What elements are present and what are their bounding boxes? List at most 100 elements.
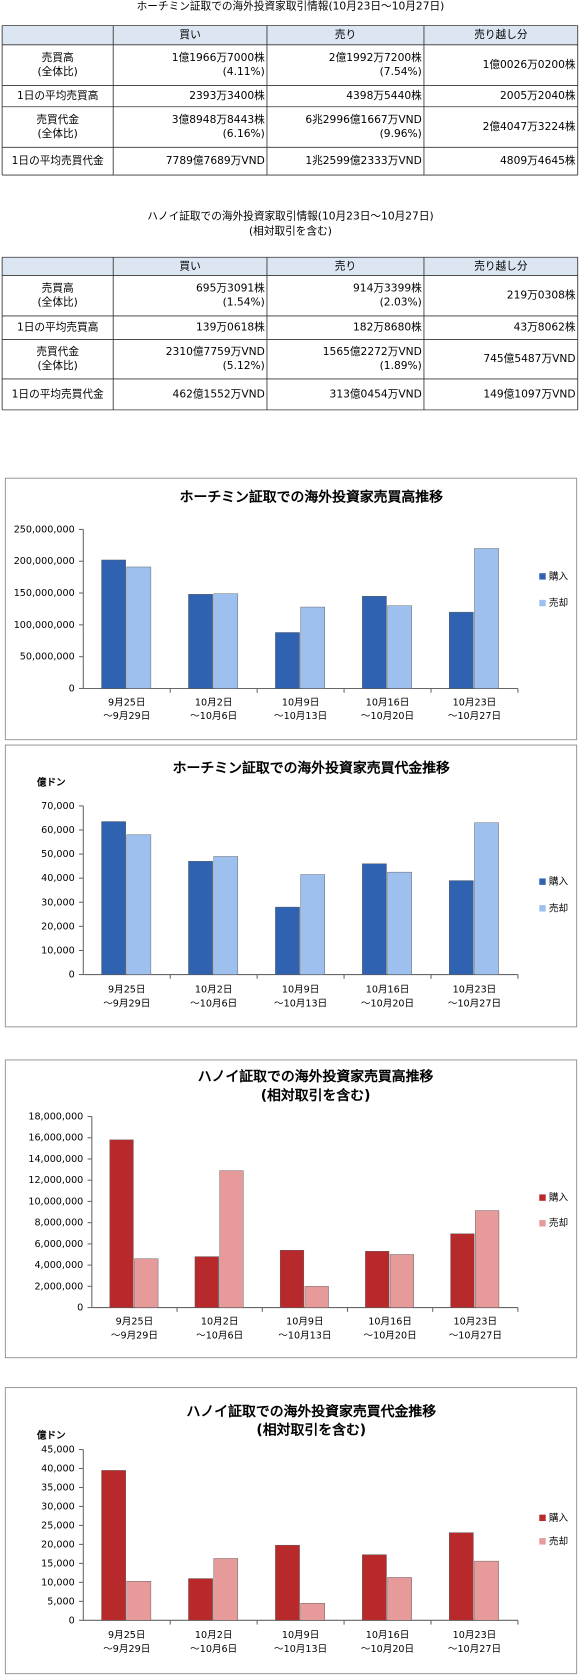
cell-value: 219万0308株 (507, 289, 576, 302)
y-tick-label: 45,000 (41, 1445, 75, 1456)
bar (362, 863, 387, 975)
bar (219, 1170, 244, 1308)
bar (475, 1210, 500, 1308)
bar (134, 1258, 159, 1308)
chart-title: ハノイ証取での海外投資家売買高推移 (198, 1068, 434, 1085)
legend-label: 購入 (549, 876, 569, 888)
legend-label: 売却 (549, 597, 568, 609)
x-tick-label: 10月16日 (366, 697, 410, 708)
cell-value: 695万3091株 (196, 282, 265, 295)
bar (194, 1256, 219, 1308)
y-tick-label: 150,000,000 (14, 588, 75, 599)
row-label: (全体比) (38, 127, 78, 140)
bar (474, 1560, 499, 1621)
bar (126, 1581, 152, 1621)
cell-value: (6.16%) (223, 127, 265, 140)
table-header: 売り越し分 (474, 28, 528, 41)
cell-value: 149億1097万VND (483, 387, 575, 400)
x-tick-label: 10月23日 (453, 697, 497, 708)
bar (275, 906, 300, 975)
x-tick-label: ～10月27日 (448, 1644, 501, 1655)
legend-label: 売却 (549, 1217, 568, 1229)
x-tick-label: ～9月29日 (103, 1644, 150, 1655)
chart-title: ホーチミン証取での海外投資家売買代金推移 (173, 760, 450, 777)
bar (474, 548, 499, 689)
cell-value: 462億1552万VND (173, 387, 265, 400)
cell-value: 2310億7759万VND (166, 345, 265, 358)
cell-value: 7789億7689万VND (166, 154, 265, 167)
bar (101, 559, 126, 689)
y-tick-label: 100,000,000 (14, 620, 75, 631)
y-tick-label: 6,000,000 (34, 1239, 83, 1250)
cell-value: 2005万2040株 (500, 89, 576, 102)
cell-value: 914万3399株 (353, 282, 422, 295)
y-tick-label: 12,000,000 (28, 1175, 83, 1186)
x-tick-label: 10月2日 (201, 1316, 239, 1327)
row-label: 売買代金 (36, 345, 79, 358)
bar (126, 566, 152, 689)
x-tick-label: 9月25日 (108, 984, 146, 995)
chart-title: ハノイ証取での海外投資家売買代金推移 (187, 1403, 437, 1420)
bar (188, 861, 213, 975)
x-tick-label: ～10月27日 (448, 711, 501, 722)
y-unit: 億ドン (37, 1430, 66, 1442)
y-tick-label: 25,000 (41, 1520, 75, 1531)
y-tick-label: 60,000 (41, 825, 75, 836)
x-tick-label: ～10月6日 (190, 1644, 237, 1655)
y-tick-label: 8,000,000 (34, 1218, 83, 1229)
y-tick-label: 15,000 (41, 1558, 75, 1569)
cell-value: 2393万3400株 (189, 89, 265, 102)
x-tick-label: 10月9日 (286, 1316, 324, 1327)
table-title: (相対取引を含む) (249, 225, 332, 238)
y-tick-label: 40,000 (41, 873, 75, 884)
y-tick-label: 0 (69, 1615, 75, 1626)
legend-swatch (539, 1220, 546, 1227)
cell-value: 2億1992万7200株 (329, 51, 422, 64)
x-tick-label: ～10月27日 (448, 998, 501, 1009)
chart-frame (4, 1387, 578, 1675)
bar (279, 1250, 305, 1308)
bar (449, 1532, 474, 1621)
x-tick-label: ～10月27日 (449, 1330, 502, 1341)
y-tick-label: 50,000,000 (20, 652, 75, 663)
y-tick-label: 4,000,000 (34, 1260, 83, 1271)
y-tick-label: 0 (69, 970, 75, 981)
chart-title: ホーチミン証取での海外投資家売買高推移 (180, 488, 444, 505)
chart-title: (相対取引を含む) (261, 1087, 371, 1104)
x-tick-label: 10月16日 (368, 1316, 412, 1327)
y-tick-label: 18,000,000 (28, 1112, 83, 1123)
y-tick-label: 200,000,000 (14, 556, 75, 567)
x-tick-label: 10月23日 (453, 1630, 497, 1641)
y-tick-label: 35,000 (41, 1482, 75, 1493)
legend-swatch (539, 1538, 546, 1545)
y-tick-label: 70,000 (41, 801, 75, 812)
legend-swatch (539, 878, 546, 885)
x-tick-label: ～10月20日 (361, 711, 414, 722)
bar (101, 821, 126, 975)
x-tick-label: ～10月13日 (274, 998, 327, 1009)
cell-value: 1億0026万0200株 (483, 58, 576, 71)
y-tick-label: 30,000 (41, 1501, 75, 1512)
row-label: (全体比) (38, 359, 78, 372)
bar (275, 1544, 300, 1621)
table-title: ホーチミン証取での海外投資家取引情報(10月23日～10月27日) (137, 0, 445, 12)
row-label: 売買高 (42, 51, 74, 64)
bar (109, 1139, 134, 1308)
x-tick-label: ～10月6日 (190, 998, 237, 1009)
cell-value: (1.54%) (223, 296, 265, 309)
x-tick-label: ～10月20日 (363, 1330, 416, 1341)
bar (387, 871, 412, 975)
chart-frame (4, 1059, 578, 1359)
x-tick-label: 10月16日 (366, 984, 410, 995)
x-tick-label: ～9月29日 (111, 1330, 158, 1341)
row-label: 1日の平均売買代金 (12, 387, 104, 400)
y-tick-label: 0 (77, 1303, 83, 1314)
cell-value: 1兆2599億2333万VND (305, 154, 421, 167)
legend-swatch (539, 1514, 546, 1522)
cell-value: 4809万4645株 (500, 154, 576, 167)
table-header-bg (2, 25, 578, 45)
table-header: 買い (179, 28, 200, 41)
table-header: 売り (335, 259, 356, 272)
x-tick-label: 10月23日 (454, 1316, 498, 1327)
